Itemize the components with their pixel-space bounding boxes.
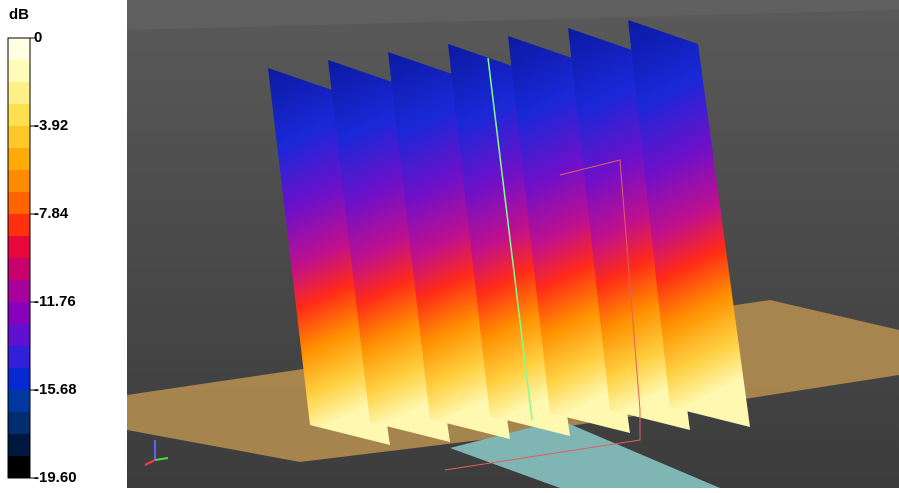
substrate-strip — [450, 420, 720, 488]
colorbar-band — [8, 60, 30, 83]
colorbar-band — [8, 324, 30, 347]
colorbar-band — [8, 368, 30, 391]
colorbar-band — [8, 170, 30, 193]
colorbar-tick-label: -7.84 — [34, 205, 69, 222]
colorbar-band — [8, 148, 30, 171]
colorbar-band — [8, 258, 30, 281]
bounding-box — [444, 159, 641, 471]
field-planes — [268, 20, 750, 445]
field-plane — [568, 28, 690, 430]
colorbar-band — [8, 456, 30, 479]
colorbar-band — [8, 412, 30, 435]
colorbar-band — [8, 126, 30, 149]
colorbar-tick-label: -15.68 — [34, 381, 77, 398]
colorbar-band — [8, 214, 30, 237]
colorbar-band — [8, 104, 30, 127]
colorbar-band — [8, 82, 30, 105]
colorbar-unit: dB — [9, 6, 29, 23]
back-wall — [127, 0, 899, 30]
colorbar-band — [8, 236, 30, 259]
field-plane — [268, 68, 390, 445]
axis-line — [487, 57, 533, 421]
field-plane — [328, 60, 450, 442]
colorbar-tick-label: -3.92 — [34, 117, 68, 134]
colorbar-tick-label: -11.76 — [34, 293, 76, 310]
colorbar-band — [8, 390, 30, 413]
colorbar-band — [8, 434, 30, 457]
field-plane — [388, 52, 510, 439]
colorbar-band — [8, 38, 30, 61]
colorbar-band — [8, 346, 30, 369]
colorbar: 0 -3.92 -7.84 -11.76 -15.68 -19.60 — [7, 29, 77, 486]
colorbar-band — [8, 192, 30, 215]
axis-triad — [144, 440, 169, 466]
colorbar-band — [8, 280, 30, 303]
colorbar-frame — [7, 37, 31, 479]
field-plane — [508, 36, 630, 433]
colorbar-tick-label: 0 — [34, 29, 42, 46]
field-plane — [448, 44, 570, 436]
field-plane — [628, 20, 750, 427]
colorbar-tick-label: -19.60 — [34, 469, 77, 486]
colorbar-band — [8, 302, 30, 325]
